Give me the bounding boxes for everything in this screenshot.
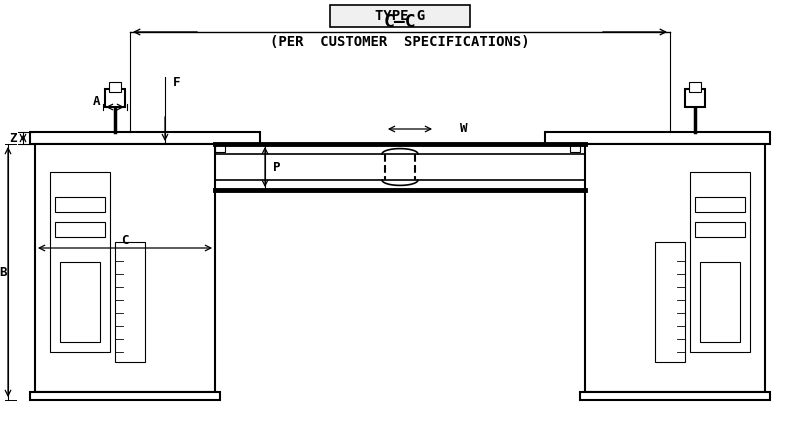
Bar: [120, 144, 130, 152]
Text: W: W: [460, 122, 467, 135]
Bar: [35, 144, 215, 392]
Text: (PER  CUSTOMER  SPECIFICATIONS): (PER CUSTOMER SPECIFICATIONS): [270, 35, 530, 49]
Text: C: C: [122, 233, 129, 246]
Text: P: P: [273, 160, 281, 173]
Text: F: F: [173, 76, 181, 89]
Bar: [215, 144, 225, 152]
Text: TYPE G: TYPE G: [375, 9, 425, 23]
Text: C–C: C–C: [384, 13, 416, 31]
Bar: [55, 222, 105, 237]
Text: B: B: [0, 265, 6, 279]
Bar: [30, 132, 260, 144]
Bar: [50, 172, 110, 352]
Bar: [655, 242, 685, 362]
Bar: [689, 82, 701, 92]
Bar: [745, 144, 755, 152]
Bar: [615, 144, 625, 152]
Bar: [570, 144, 580, 152]
Bar: [75, 144, 85, 152]
Bar: [60, 262, 100, 342]
Bar: [40, 144, 50, 152]
Bar: [585, 144, 765, 392]
Bar: [105, 89, 125, 107]
Bar: [695, 197, 745, 212]
Bar: [545, 132, 770, 144]
Bar: [30, 392, 220, 400]
Text: Z: Z: [10, 132, 17, 144]
Bar: [109, 82, 121, 92]
Bar: [700, 262, 740, 342]
Text: A: A: [94, 95, 101, 108]
Bar: [695, 222, 745, 237]
Bar: [55, 197, 105, 212]
Bar: [115, 242, 145, 362]
Bar: [690, 172, 750, 352]
Bar: [685, 89, 705, 107]
Bar: [330, 5, 470, 27]
Bar: [580, 392, 770, 400]
Bar: [660, 144, 670, 152]
